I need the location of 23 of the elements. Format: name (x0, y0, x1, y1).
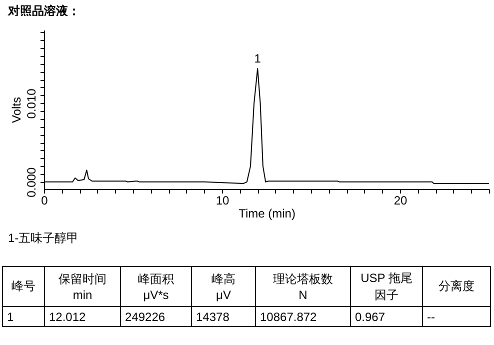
text: 峰高 μV (192, 266, 256, 306)
x-tick-label: 10 (216, 194, 230, 208)
x-tick-label: 20 (394, 194, 408, 208)
text: 12.012 (44, 306, 120, 326)
text: 理论塔板数 N (256, 266, 350, 306)
text: USP 拖尾因子 (350, 266, 422, 306)
annotation: 1 (254, 52, 262, 66)
y-tick-label: 0.010 (24, 88, 38, 119)
text: 1 (2, 306, 44, 326)
text: 峰号 (2, 266, 44, 306)
text: 保留时间 min (44, 266, 120, 306)
text: 10867.872 (256, 306, 350, 326)
x-tick-label: 0 (41, 194, 48, 208)
y-tick-label: 0.000 (24, 167, 38, 198)
text: 1-五味子醇甲 (8, 230, 79, 247)
text: 249226 (120, 306, 192, 326)
text: 峰面积 μV*s (120, 266, 192, 306)
text: 0.967 (350, 306, 422, 326)
text: -- (422, 306, 490, 326)
y-axis-title: Volts (10, 96, 24, 124)
x-axis-title: Time (min) (238, 206, 296, 220)
text: 分离度 (422, 266, 490, 306)
text: 14378 (192, 306, 256, 326)
